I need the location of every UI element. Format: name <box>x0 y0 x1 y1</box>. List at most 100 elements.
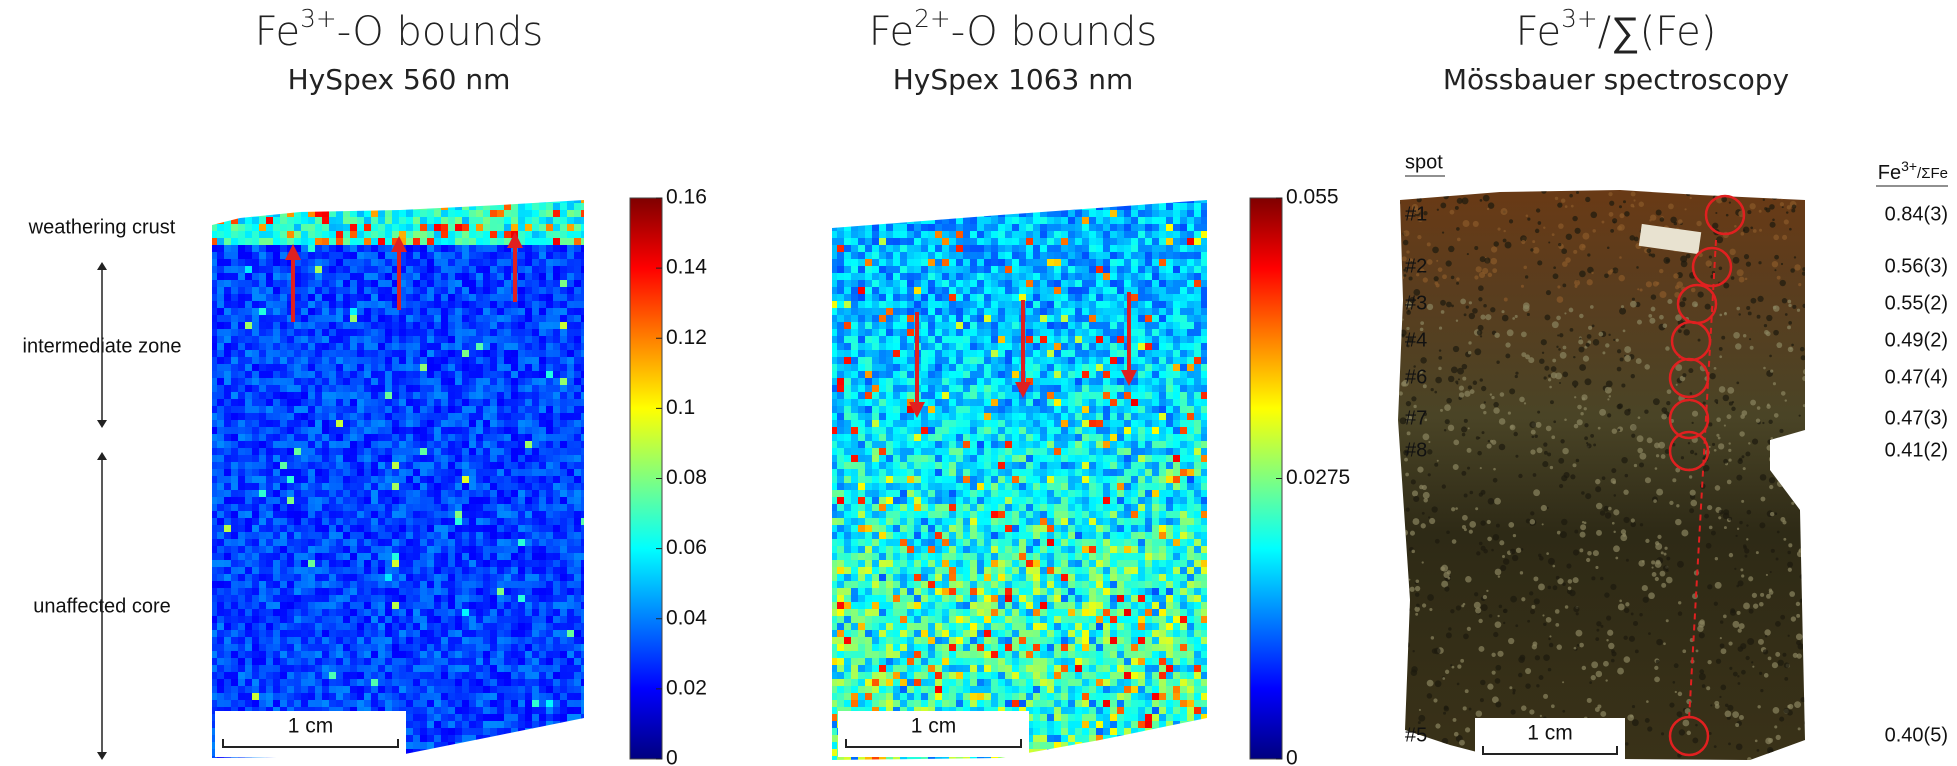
pixel <box>1026 196 1033 203</box>
pixel <box>287 651 294 658</box>
pixel <box>497 504 504 511</box>
pixel <box>546 574 553 581</box>
pixel <box>504 217 511 224</box>
pixel <box>315 322 322 329</box>
pixel <box>532 231 539 238</box>
pixel <box>1187 210 1194 217</box>
pixel <box>392 588 399 595</box>
pixel <box>413 616 420 623</box>
pixel <box>462 245 469 252</box>
pixel <box>301 357 308 364</box>
pixel <box>490 301 497 308</box>
pixel <box>399 532 406 539</box>
pixel <box>560 399 567 406</box>
pixel <box>1166 224 1173 231</box>
pixel <box>441 294 448 301</box>
pixel <box>336 455 343 462</box>
pixel <box>364 595 371 602</box>
pixel <box>893 231 900 238</box>
pixel <box>392 700 399 707</box>
pixel <box>462 399 469 406</box>
pixel <box>217 525 224 532</box>
pixel <box>567 210 574 217</box>
pixel <box>406 511 413 518</box>
pixel <box>462 196 469 203</box>
pixel <box>434 595 441 602</box>
pixel <box>977 252 984 259</box>
pixel <box>350 672 357 679</box>
pixel <box>928 259 935 266</box>
pixel <box>469 742 476 749</box>
pixel <box>336 385 343 392</box>
pixel <box>224 371 231 378</box>
pixel <box>252 315 259 322</box>
pixel <box>364 287 371 294</box>
pixel <box>497 637 504 644</box>
pixel <box>518 581 525 588</box>
pixel <box>371 364 378 371</box>
pixel <box>378 504 385 511</box>
pixel <box>455 602 462 609</box>
pixel <box>413 210 420 217</box>
pixel <box>497 462 504 469</box>
pixel <box>539 378 546 385</box>
pixel <box>273 273 280 280</box>
pixel <box>518 686 525 693</box>
pixel <box>448 287 455 294</box>
pixel <box>462 742 469 749</box>
pixel <box>476 252 483 259</box>
pixel <box>308 602 315 609</box>
pixel <box>844 238 851 245</box>
pixel <box>364 273 371 280</box>
pixel <box>259 602 266 609</box>
pixel <box>378 588 385 595</box>
pixel <box>252 413 259 420</box>
pixel <box>224 511 231 518</box>
pixel <box>329 623 336 630</box>
pixel <box>553 217 560 224</box>
pixel <box>378 595 385 602</box>
pixel <box>350 238 357 245</box>
pixel <box>280 700 287 707</box>
pixel <box>1138 203 1145 210</box>
pixel <box>301 700 308 707</box>
pixel <box>581 294 588 301</box>
pixel <box>511 203 518 210</box>
pixel <box>1180 224 1187 231</box>
pixel <box>399 693 406 700</box>
pixel <box>301 588 308 595</box>
pixel <box>287 196 294 203</box>
pixel <box>399 511 406 518</box>
pixel <box>1159 266 1166 273</box>
pixel <box>553 245 560 252</box>
pixel <box>294 686 301 693</box>
pixel <box>574 266 581 273</box>
pixel <box>308 266 315 273</box>
pixel <box>245 511 252 518</box>
pixel <box>434 224 441 231</box>
pixel <box>245 329 252 336</box>
pixel <box>210 455 217 462</box>
pixel <box>469 399 476 406</box>
pixel <box>448 658 455 665</box>
pixel <box>872 252 879 259</box>
pixel <box>224 259 231 266</box>
pixel <box>511 455 518 462</box>
pixel <box>532 434 539 441</box>
pixel <box>280 441 287 448</box>
pixel <box>378 525 385 532</box>
pixel <box>1026 210 1033 217</box>
pixel <box>441 644 448 651</box>
pixel <box>406 301 413 308</box>
pixel <box>511 462 518 469</box>
pixel <box>420 273 427 280</box>
pixel <box>315 245 322 252</box>
pixel <box>294 658 301 665</box>
pixel <box>448 259 455 266</box>
pixel <box>469 231 476 238</box>
pixel <box>399 455 406 462</box>
pixel <box>935 259 942 266</box>
pixel <box>956 224 963 231</box>
pixel <box>553 385 560 392</box>
pixel <box>518 266 525 273</box>
